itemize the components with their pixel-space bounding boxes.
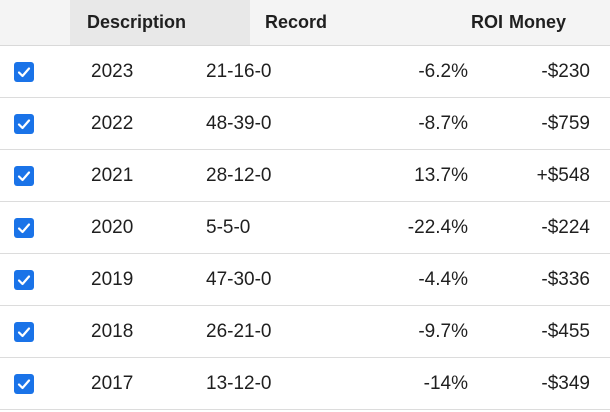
row-money: -$455 [541, 320, 590, 342]
table-header: Description Record ROI Money [0, 0, 610, 46]
checkmark-icon [17, 274, 31, 285]
row-checkbox[interactable] [14, 373, 34, 394]
row-money: +$548 [536, 164, 590, 186]
table-row: 2020 5-5-0 -22.4% -$224 [0, 202, 610, 254]
header-money[interactable]: Money [508, 12, 566, 32]
row-description: 2018 [91, 320, 134, 342]
row-roi: -4.4% [418, 268, 468, 290]
row-description: 2021 [91, 164, 134, 186]
checkmark-icon [17, 378, 31, 389]
row-checkbox[interactable] [14, 165, 34, 186]
row-roi: -14% [423, 372, 468, 394]
table-row: 2021 28-12-0 13.7% +$548 [0, 150, 610, 202]
header-record[interactable]: Record [265, 12, 328, 32]
row-checkbox[interactable] [14, 321, 34, 342]
row-record: 5-5-0 [206, 216, 251, 238]
row-description: 2019 [91, 268, 134, 290]
row-description: 2020 [91, 216, 134, 238]
header-roi[interactable]: ROI [470, 12, 503, 32]
row-record: 26-21-0 [206, 320, 272, 342]
row-description: 2022 [91, 112, 134, 134]
checkmark-icon [17, 66, 31, 77]
row-money: -$230 [541, 60, 590, 82]
row-record: 48-39-0 [206, 112, 272, 134]
checkmark-icon [17, 170, 31, 181]
table-row: 2018 26-21-0 -9.7% -$455 [0, 306, 610, 358]
row-record: 21-16-0 [206, 60, 272, 82]
row-money: -$759 [541, 112, 590, 134]
row-checkbox[interactable] [14, 269, 34, 290]
checkmark-icon [17, 222, 31, 233]
row-roi: -8.7% [418, 112, 468, 134]
row-money: -$336 [541, 268, 590, 290]
checkmark-icon [17, 118, 31, 129]
row-money: -$224 [541, 216, 590, 238]
checkmark-icon [17, 326, 31, 337]
table-row: 2019 47-30-0 -4.4% -$336 [0, 254, 610, 306]
header-description[interactable]: Description [70, 0, 250, 45]
row-checkbox[interactable] [14, 61, 34, 82]
row-roi: -9.7% [418, 320, 468, 342]
row-description: 2023 [91, 60, 134, 82]
row-roi: -6.2% [418, 60, 468, 82]
row-record: 47-30-0 [206, 268, 272, 290]
row-description: 2017 [91, 372, 134, 394]
row-roi: -22.4% [407, 216, 468, 238]
row-record: 13-12-0 [206, 372, 272, 394]
row-checkbox[interactable] [14, 217, 34, 238]
row-checkbox[interactable] [14, 113, 34, 134]
table-row: 2022 48-39-0 -8.7% -$759 [0, 98, 610, 150]
table-row: 2023 21-16-0 -6.2% -$230 [0, 46, 610, 98]
row-money: -$349 [541, 372, 590, 394]
row-record: 28-12-0 [206, 164, 272, 186]
table-row: 2017 13-12-0 -14% -$349 [0, 358, 610, 410]
row-roi: 13.7% [414, 164, 468, 186]
